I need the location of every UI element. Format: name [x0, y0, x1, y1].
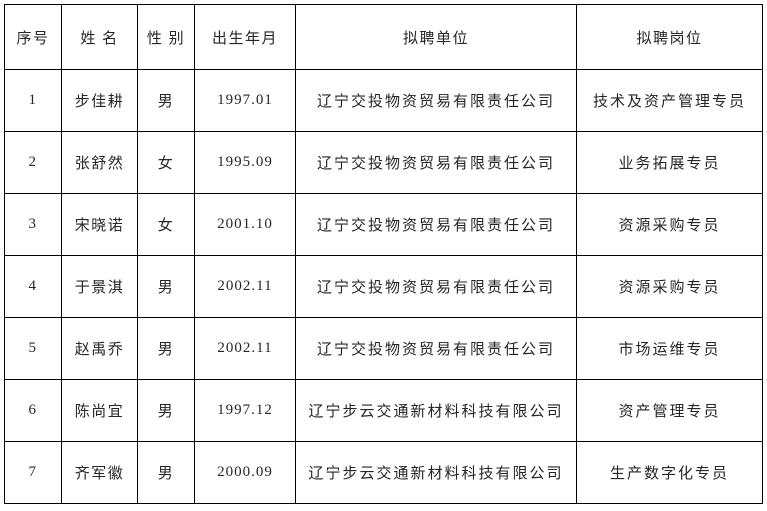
cell-position: 业务拓展专员	[576, 131, 763, 194]
cell-position: 生产数字化专员	[576, 441, 763, 504]
table-row: 3 宋晓诺女 2001.10 辽宁交投物资贸易有限责任公司 资源采购专员	[4, 193, 763, 256]
cell-unit: 辽宁步云交通新材料科技有限公司	[295, 441, 577, 504]
table-body: 1 步佳耕男 1997.01 辽宁交投物资贸易有限责任公司 技术及资产管理专员 2 张舒然女…	[4, 69, 763, 504]
column-header-index: 序号	[4, 4, 62, 70]
cell-birth: 1995.09	[194, 131, 296, 194]
cell-index: 6	[4, 379, 62, 442]
cell-gender: 女	[137, 131, 195, 194]
cell-birth: 2001.10	[194, 193, 296, 256]
table-row: 5 赵禹乔男 2002.11 辽宁交投物资贸易有限责任公司 市场运维专员	[4, 317, 763, 380]
cell-name: 于景淇	[61, 255, 138, 318]
cell-name: 宋晓诺	[61, 193, 138, 256]
column-header-gender: 性 别	[137, 4, 195, 70]
table-row: 6 陈尚宜男 1997.12 辽宁步云交通新材料科技有限公司 资产管理专员	[4, 379, 763, 442]
cell-gender: 女	[137, 193, 195, 256]
table-row: 2 张舒然女 1995.09 辽宁交投物资贸易有限责任公司 业务拓展专员	[4, 131, 763, 194]
column-header-birth: 出生年月	[194, 4, 296, 70]
table-row: 4 于景淇男 2002.11 辽宁交投物资贸易有限责任公司 资源采购专员	[4, 255, 763, 318]
cell-unit: 辽宁交投物资贸易有限责任公司	[295, 69, 577, 132]
cell-birth: 1997.01	[194, 69, 296, 132]
cell-position: 技术及资产管理专员	[576, 69, 763, 132]
cell-index: 2	[4, 131, 62, 194]
column-header-position: 拟聘岗位	[576, 4, 763, 70]
cell-birth: 2002.11	[194, 255, 296, 318]
cell-position: 资源采购专员	[576, 255, 763, 318]
table-row: 7 齐军徽男 2000.09 辽宁步云交通新材料科技有限公司 生产数字化专员	[4, 441, 763, 504]
cell-unit: 辽宁交投物资贸易有限责任公司	[295, 317, 577, 380]
cell-birth: 2000.09	[194, 441, 296, 504]
cell-unit: 辽宁交投物资贸易有限责任公司	[295, 131, 577, 194]
cell-name: 陈尚宜	[61, 379, 138, 442]
cell-position: 资产管理专员	[576, 379, 763, 442]
column-header-unit: 拟聘单位	[295, 4, 577, 70]
cell-name: 张舒然	[61, 131, 138, 194]
cell-name: 步佳耕	[61, 69, 138, 132]
cell-index: 7	[4, 441, 62, 504]
cell-name: 齐军徽	[61, 441, 138, 504]
cell-index: 4	[4, 255, 62, 318]
cell-gender: 男	[137, 441, 195, 504]
cell-position: 市场运维专员	[576, 317, 763, 380]
cell-birth: 2002.11	[194, 317, 296, 380]
column-header-name: 姓 名	[61, 4, 138, 70]
cell-index: 1	[4, 69, 62, 132]
cell-unit: 辽宁步云交通新材料科技有限公司	[295, 379, 577, 442]
cell-index: 3	[4, 193, 62, 256]
cell-name: 赵禹乔	[61, 317, 138, 380]
cell-unit: 辽宁交投物资贸易有限责任公司	[295, 193, 577, 256]
table-row: 1 步佳耕男 1997.01 辽宁交投物资贸易有限责任公司 技术及资产管理专员	[4, 69, 763, 132]
cell-gender: 男	[137, 379, 195, 442]
recruitment-roster-table: 序号 姓 名 性 别 出生年月 拟聘单位 拟聘岗位 1 步佳耕男 1997.01 辽宁…	[4, 4, 763, 504]
cell-position: 资源采购专员	[576, 193, 763, 256]
cell-unit: 辽宁交投物资贸易有限责任公司	[295, 255, 577, 318]
cell-gender: 男	[137, 317, 195, 380]
table-header-row: 序号 姓 名 性 别 出生年月 拟聘单位 拟聘岗位	[4, 4, 763, 70]
cell-birth: 1997.12	[194, 379, 296, 442]
cell-index: 5	[4, 317, 62, 380]
cell-gender: 男	[137, 69, 195, 132]
cell-gender: 男	[137, 255, 195, 318]
